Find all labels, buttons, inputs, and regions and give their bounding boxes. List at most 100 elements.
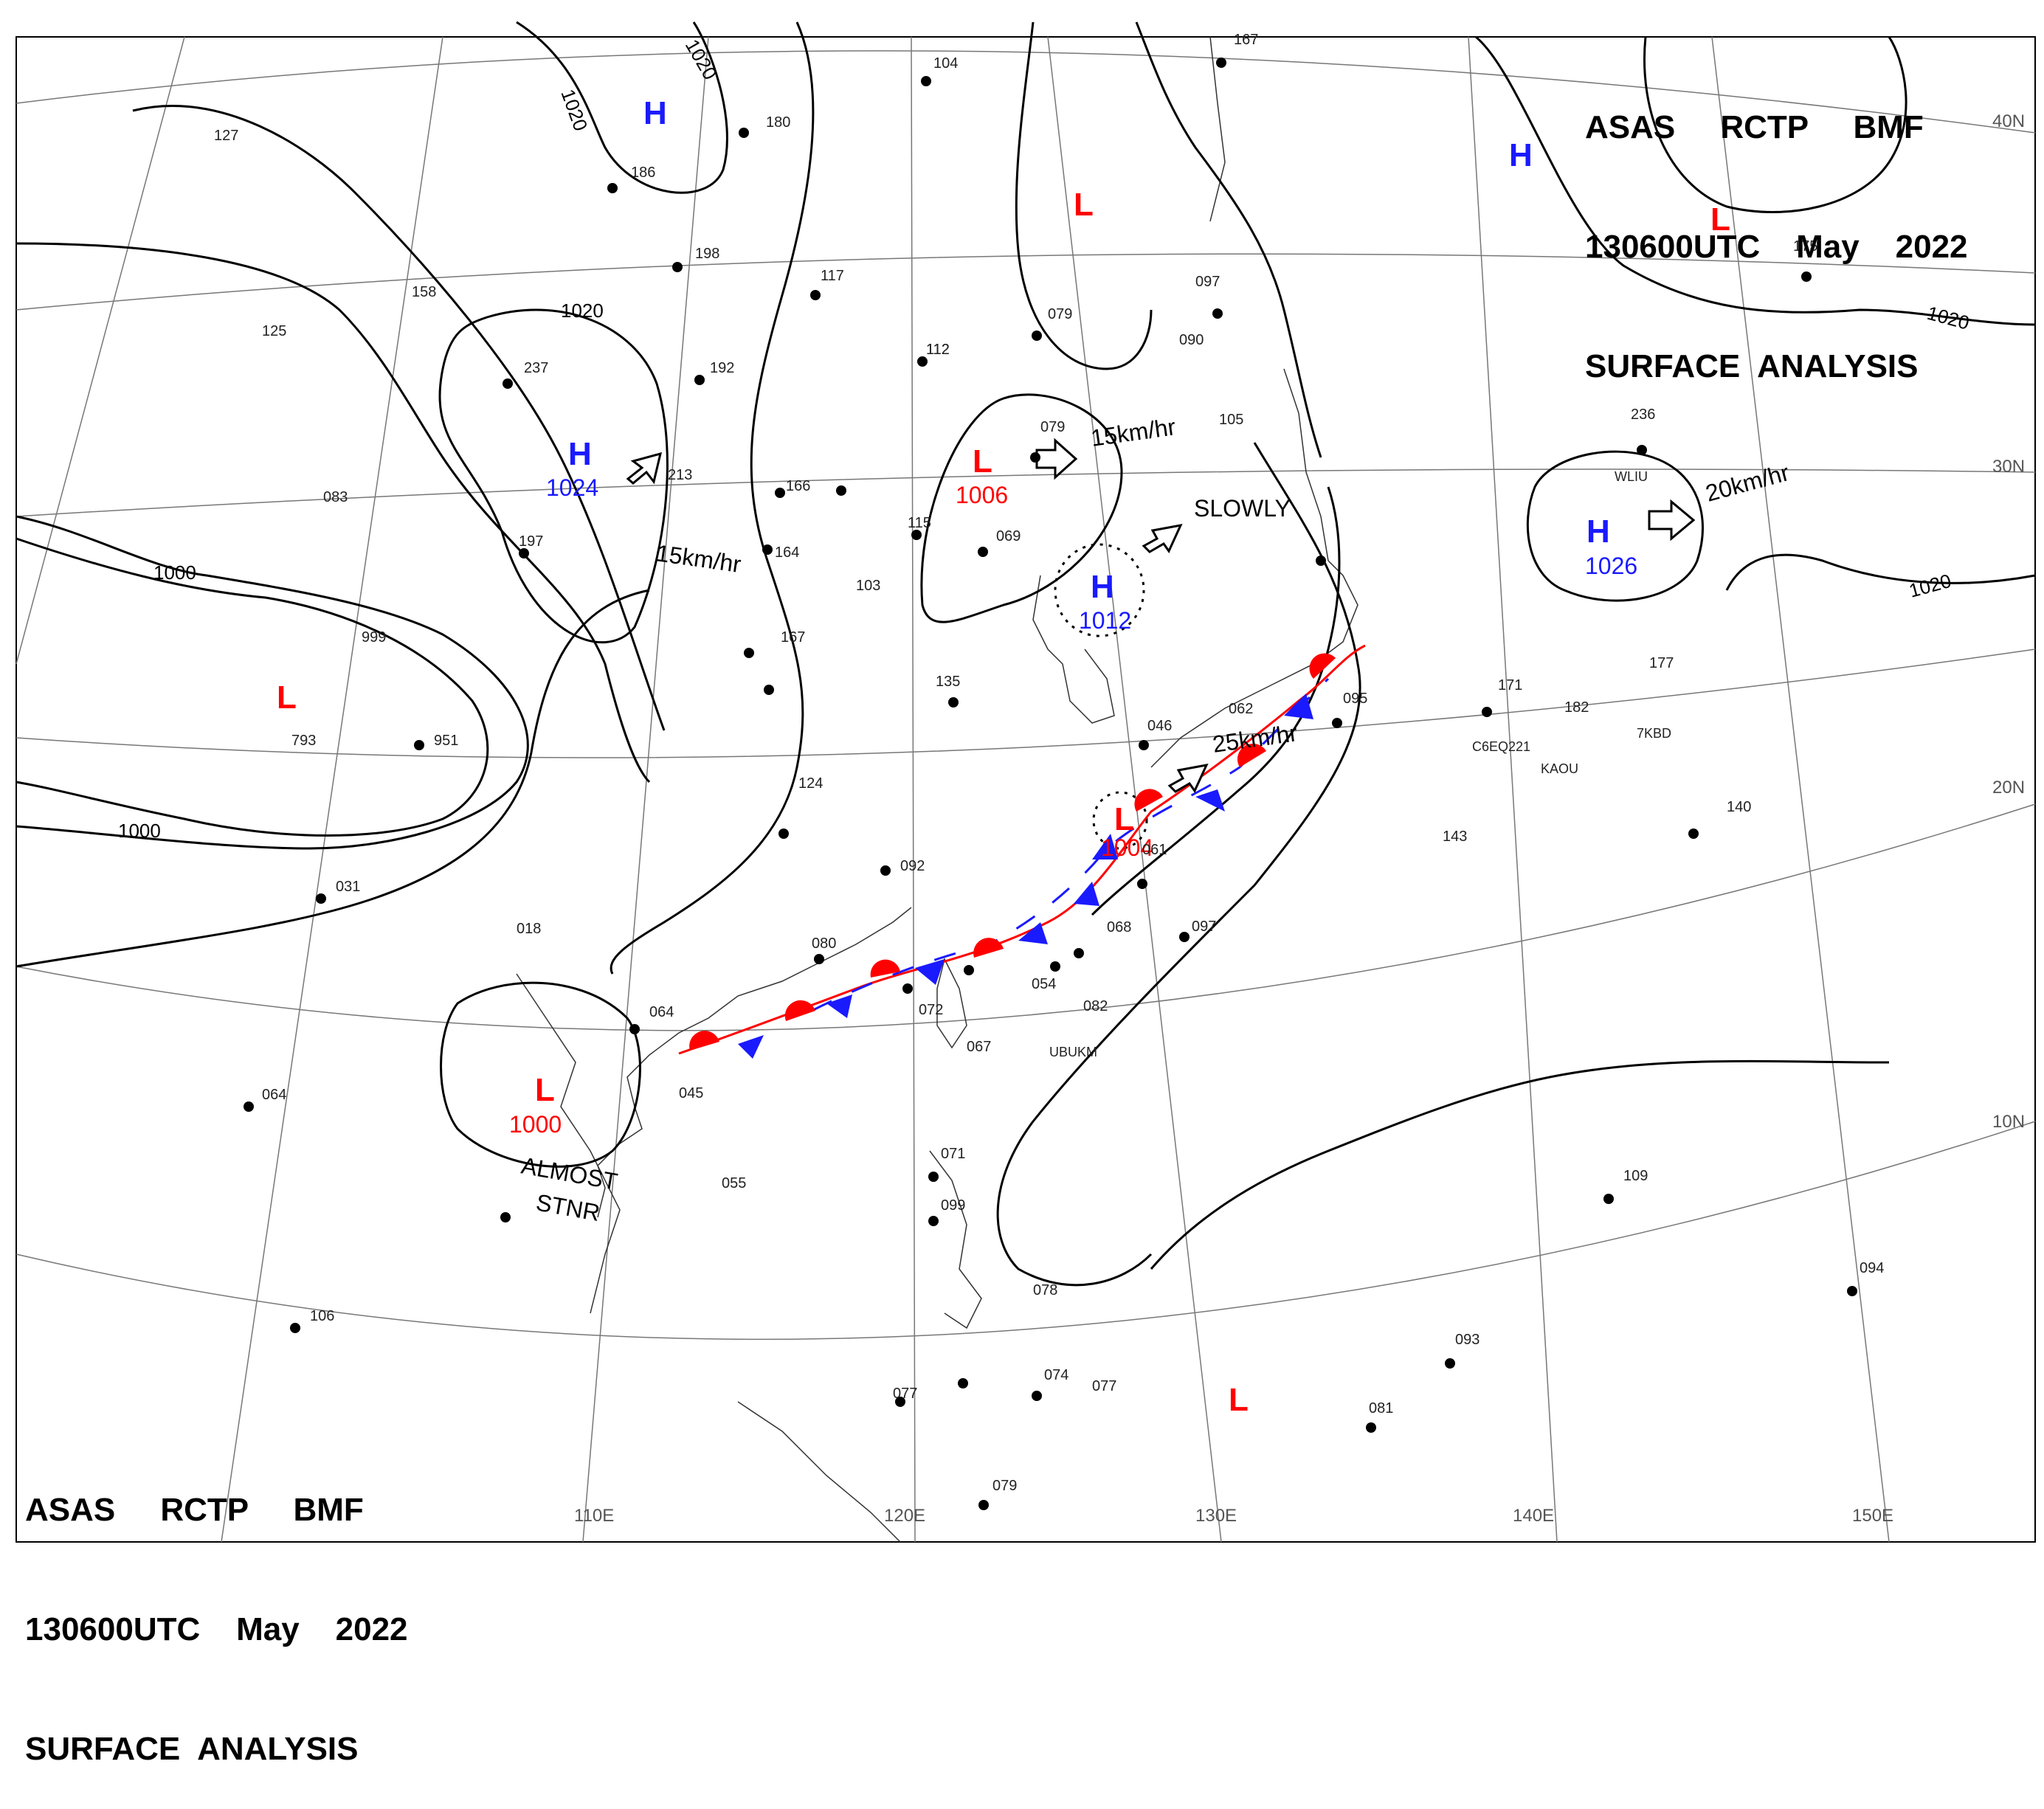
- station-value: 031: [336, 879, 360, 895]
- station-value: 082: [1083, 998, 1108, 1014]
- station-dot: [948, 697, 959, 708]
- isobar-1000-b: [15, 537, 489, 837]
- cold-triangle-5: [1074, 882, 1099, 906]
- header-top-right: ASAS RCTP BMF 130600UTC May 2022 SURFACE…: [1585, 28, 1968, 426]
- station-dot: [921, 76, 931, 86]
- station-value: 213: [668, 467, 692, 483]
- station-value: 237: [524, 360, 548, 376]
- station-value: 177: [1649, 655, 1674, 671]
- pressure-values: 1024 1012 1026 1006 1004 1000: [509, 474, 1637, 1138]
- station-dot: [978, 1500, 989, 1510]
- station-value: 999: [362, 629, 386, 646]
- warm-semicircle-6: [1237, 743, 1266, 767]
- station-id: UBUKM: [1049, 1045, 1097, 1059]
- isobar-label: 1000: [118, 820, 161, 842]
- coast-luzon: [929, 1150, 982, 1329]
- station-value: 046: [1147, 718, 1172, 734]
- front-line-red: [678, 644, 1366, 1055]
- cold-front-triangles: [738, 693, 1313, 1059]
- station-dot: [775, 488, 785, 498]
- meridians: [15, 36, 1890, 1543]
- lon-label: 110E: [574, 1506, 614, 1526]
- station-value: 078: [1033, 1282, 1057, 1298]
- cold-triangle-4: [1018, 922, 1048, 944]
- station-value: 109: [1623, 1168, 1648, 1184]
- lon-label: 130E: [1195, 1506, 1237, 1526]
- station-value: 092: [900, 858, 925, 874]
- station-value: 197: [519, 533, 543, 550]
- station-dot: [744, 648, 754, 658]
- station-dot: [1179, 932, 1190, 942]
- warm-front-semicircles: [689, 653, 1336, 1051]
- cold-triangle-2: [826, 995, 852, 1018]
- station-dot: [762, 544, 773, 555]
- dotted-ring-low-1004: [1092, 791, 1148, 850]
- pressure-centers: H H H H H L L L L L L L: [277, 95, 1730, 1418]
- low-symbol: L: [535, 1072, 555, 1108]
- station-value: 124: [798, 775, 823, 792]
- station-dot: [739, 128, 749, 138]
- isobar-1016-mid: [996, 442, 1361, 1287]
- header-line-1: ASAS RCTP BMF: [1585, 109, 1924, 145]
- station-value: 099: [941, 1197, 965, 1214]
- station-value: 067: [967, 1039, 991, 1055]
- station-value: 077: [1092, 1378, 1116, 1394]
- station-dot: [958, 1378, 968, 1388]
- station-value: 106: [310, 1308, 334, 1324]
- station-dot: [1332, 718, 1342, 728]
- surface-analysis-map: 40N 30N 20N 10N 110E 120E 130E 140E 150E…: [15, 21, 2036, 1543]
- isobar-1012: [15, 242, 651, 784]
- high-symbol: H: [1091, 569, 1114, 605]
- station-value: 167: [781, 629, 805, 646]
- station-id: KAOU: [1541, 761, 1578, 776]
- station-dot: [1316, 556, 1326, 566]
- station-dot: [519, 548, 529, 558]
- station-value: 143: [1443, 829, 1467, 845]
- station-value: 055: [722, 1175, 746, 1191]
- warm-semicircle-1: [689, 1031, 719, 1051]
- station-dot: [1032, 1391, 1042, 1401]
- station-value: 125: [262, 323, 286, 339]
- station-dot: [244, 1101, 254, 1112]
- lon-label: 140E: [1513, 1506, 1554, 1526]
- station-value: 103: [856, 578, 880, 594]
- station-id: 7KBD: [1637, 726, 1671, 741]
- isobar-1012-mid: [1150, 1059, 1890, 1270]
- station-value: 167: [1234, 32, 1258, 48]
- parallel-40n: [15, 50, 2036, 134]
- station-value: 018: [517, 921, 541, 937]
- header-line-1: ASAS RCTP BMF: [25, 1492, 364, 1528]
- movement-labels: 15km/hr 15km/hr SLOWLY 20km/hr 25km/hr: [655, 413, 1792, 758]
- station-value: 072: [919, 1002, 943, 1018]
- meridian-150e: [1711, 36, 1890, 1543]
- station-ids: WLIU C6EQ221 KAOU 7KBD UBUKM: [1049, 469, 1671, 1059]
- station-value: 127: [214, 128, 238, 144]
- high-symbol: H: [1509, 137, 1533, 173]
- station-dot: [1603, 1194, 1614, 1204]
- station-dot: [1801, 271, 1812, 282]
- isobar-label: 1020: [681, 35, 722, 83]
- low-value: 1004: [1101, 834, 1153, 861]
- high-value: 1026: [1585, 553, 1637, 579]
- isobar-1020-north: [516, 21, 728, 194]
- station-value: 105: [1219, 412, 1243, 428]
- station-dot: [316, 893, 326, 904]
- cold-triangle-1: [738, 1035, 764, 1059]
- isobar-label: 1020: [561, 300, 604, 322]
- station-dot: [778, 829, 789, 839]
- dotted-centers: [1054, 543, 1148, 850]
- arrow-low-1004: [1167, 764, 1209, 794]
- station-value: 182: [1564, 699, 1589, 716]
- cold-triangle-6: [1092, 834, 1118, 859]
- warm-semicircle-5: [1134, 789, 1163, 812]
- isobar-low-1000-south: [440, 981, 641, 1168]
- station-dot: [607, 183, 618, 193]
- cold-triangle-3: [915, 959, 945, 985]
- parallel-0: [15, 1121, 2036, 1341]
- station-value: 158: [412, 284, 436, 300]
- station-value: 090: [1179, 332, 1204, 348]
- station-value: 080: [812, 935, 836, 952]
- isobar-high-1026: [1526, 450, 1704, 602]
- coast-borneo: [737, 1401, 901, 1543]
- low-symbol: L: [277, 679, 297, 716]
